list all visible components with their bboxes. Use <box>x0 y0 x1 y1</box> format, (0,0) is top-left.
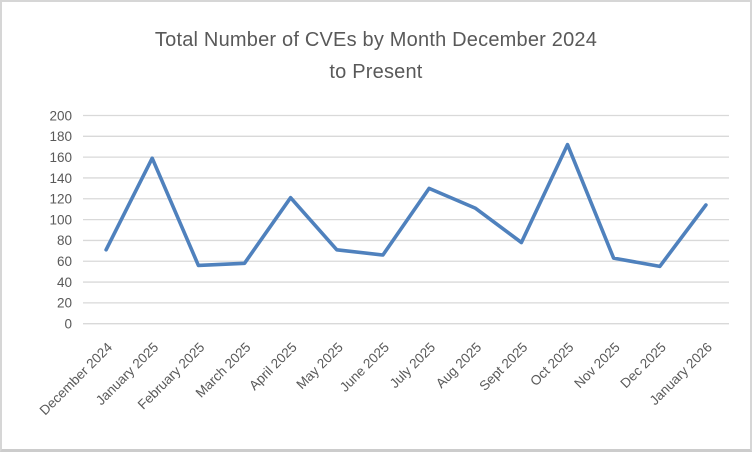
y-tick-label: 140 <box>49 171 72 186</box>
y-tick-label: 40 <box>57 275 72 290</box>
y-tick-label: 20 <box>57 296 72 311</box>
x-tick-label: Nov 2025 <box>571 340 622 391</box>
y-tick-label: 120 <box>49 192 72 207</box>
y-tick-label: 100 <box>49 212 72 227</box>
chart-title: Total Number of CVEs by Month December 2… <box>2 24 750 88</box>
y-tick-label: 80 <box>57 233 72 248</box>
y-tick-label: 180 <box>49 129 72 144</box>
cve-trend-line <box>106 145 706 267</box>
x-tick-label: Oct 2025 <box>527 340 576 389</box>
x-tick-label: April 2025 <box>246 340 300 394</box>
y-tick-label: 0 <box>64 317 72 332</box>
x-tick-label: Sept 2025 <box>476 340 530 394</box>
y-tick-label: 200 <box>49 108 72 123</box>
chart-title-line-1: Total Number of CVEs by Month December 2… <box>2 24 750 56</box>
x-tick-label: June 2025 <box>337 340 392 395</box>
x-tick-label: July 2025 <box>387 340 438 391</box>
y-tick-label: 160 <box>49 150 72 165</box>
y-tick-label: 60 <box>57 254 72 269</box>
chart-title-line-2: to Present <box>2 56 750 88</box>
